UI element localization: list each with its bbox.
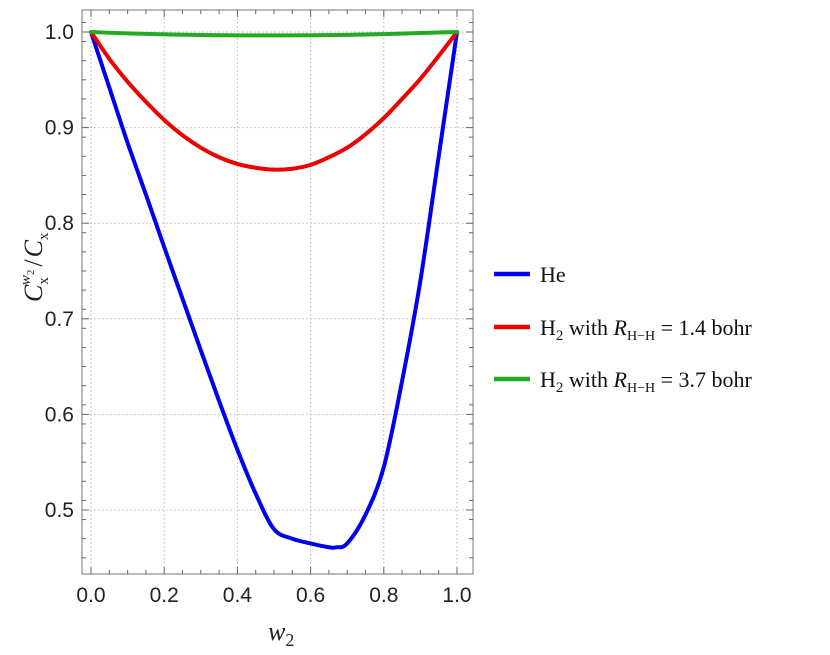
plot-frame [81, 9, 474, 575]
y-label-x2-sub: x [36, 232, 52, 240]
series-line-h2-1-4 [89, 30, 459, 172]
y-label-c: C [19, 284, 48, 302]
axis-ticks [82, 10, 473, 574]
y-tick-label: 0.9 [45, 117, 74, 140]
x-axis-label: w2 [268, 617, 294, 650]
tick-labels: 0.0 0.2 0.4 0.6 0.8 1.0 0.5 0.6 0.7 0.8 0.9 1.0 [45, 21, 472, 607]
y-tick-label: 1.0 [45, 21, 74, 44]
y-label-2-sup: 2 [25, 270, 37, 276]
y-tick-label: 0.8 [45, 212, 74, 235]
svg-text:Cxw2/Cx: Cxw2/Cx [18, 232, 52, 302]
series-line-h2-3-7 [89, 30, 459, 38]
y-tick-label: 0.7 [45, 308, 74, 331]
legend-label-he: He [540, 262, 566, 287]
y-axis-label: Cxw2/Cx [18, 232, 52, 302]
y-tick-label: 0.5 [45, 499, 74, 522]
x-tick-label: 1.0 [442, 584, 471, 607]
x-axis-label-main: w [268, 617, 286, 646]
x-tick-label: 0.8 [369, 584, 398, 607]
x-tick-label: 0.4 [223, 584, 253, 607]
series-line-he [89, 30, 459, 550]
x-tick-label: 0.0 [76, 584, 105, 607]
y-label-c2: C [19, 239, 48, 257]
y-label-w-sup: w [18, 275, 34, 285]
y-label-slash: / [19, 259, 48, 267]
y-tick-label: 0.6 [45, 403, 74, 426]
series-lines [89, 30, 459, 550]
x-tick-label: 0.2 [150, 584, 179, 607]
legend: He H2 with RH−H = 1.4 bohr H2 with RH−H … [494, 262, 753, 396]
plot-border [81, 9, 474, 575]
x-axis-label-sub: 2 [285, 630, 294, 650]
legend-label-h2-1-4: H2 with RH−H = 1.4 bohr [540, 315, 753, 344]
x-tick-label: 0.6 [296, 584, 325, 607]
legend-label-h2-3-7: H2 with RH−H = 3.7 bohr [540, 367, 753, 396]
y-label-x-sub: x [36, 277, 52, 285]
